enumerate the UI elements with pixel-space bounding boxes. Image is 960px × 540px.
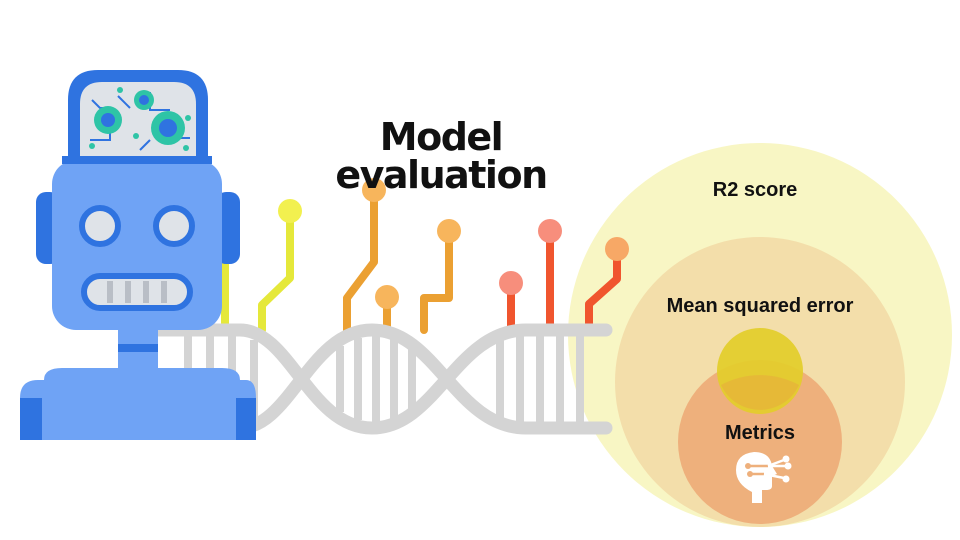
page-title: Model evaluation — [335, 115, 548, 197]
dna-strand-icon — [143, 178, 629, 435]
robot-eye-left — [79, 205, 121, 247]
overlap-lens — [721, 375, 799, 410]
mse-label: Mean squared error — [666, 295, 854, 317]
ai-head-icon — [736, 452, 792, 503]
metrics-label: Metrics — [724, 422, 796, 444]
robot-mouth — [81, 273, 193, 311]
metrics-venn — [568, 143, 952, 527]
robot-body — [20, 368, 256, 440]
metrics-circle — [678, 360, 842, 524]
robot-eye-right — [153, 205, 195, 247]
robot-icon — [20, 70, 256, 440]
r2-score-label: R2 score — [712, 179, 798, 201]
